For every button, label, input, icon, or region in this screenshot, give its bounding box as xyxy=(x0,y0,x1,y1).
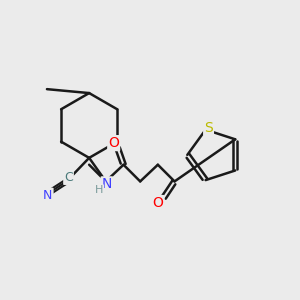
Text: S: S xyxy=(204,121,213,135)
Text: O: O xyxy=(108,136,119,150)
Text: N: N xyxy=(102,177,112,191)
Text: O: O xyxy=(152,196,163,210)
Text: H: H xyxy=(95,185,103,195)
Text: N: N xyxy=(43,189,52,202)
Text: C: C xyxy=(64,171,73,184)
